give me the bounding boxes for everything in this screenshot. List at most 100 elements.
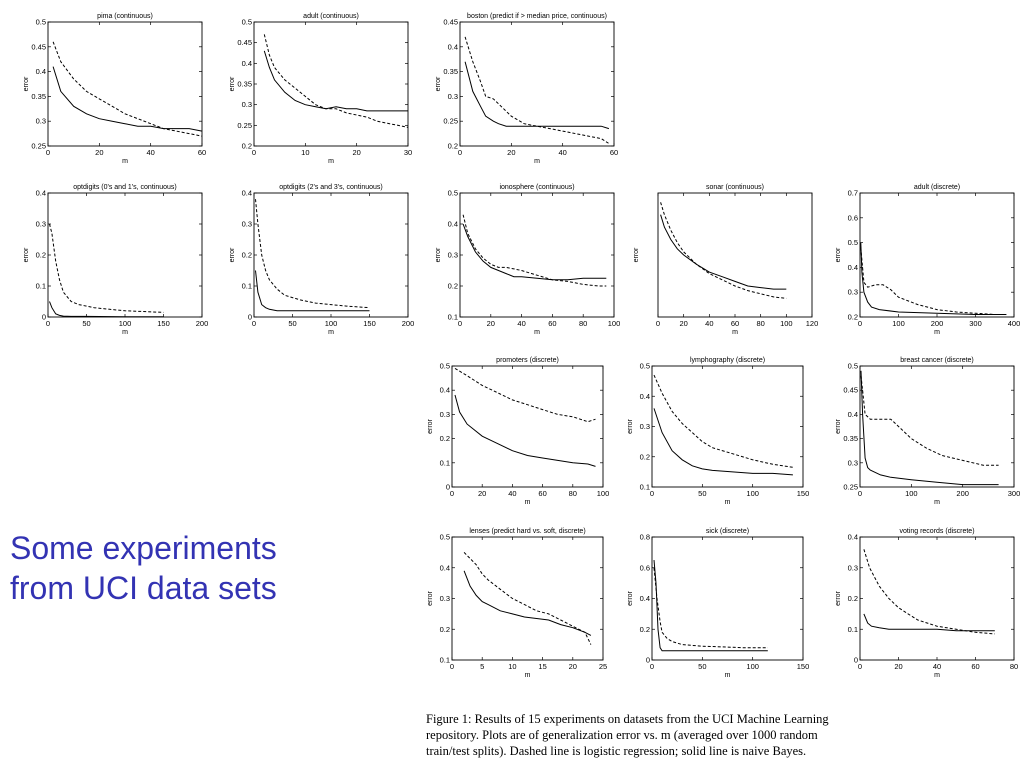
chart-panel: sonar (continuous) 0 20 40 60 80 100 120 m error — [633, 184, 818, 336]
solid-series-line — [462, 223, 607, 281]
x-tick-label: 60 — [548, 319, 556, 328]
solid-series-line — [263, 50, 408, 112]
y-tick-label: 0.2 — [448, 282, 458, 291]
x-tick-label: 200 — [931, 319, 944, 328]
y-tick-label: 0 — [248, 313, 252, 322]
y-tick-label: 0.1 — [640, 483, 650, 492]
plot-frame — [253, 21, 409, 147]
x-tick-label: 100 — [597, 489, 610, 498]
y-tick-label: 0.4 — [440, 563, 450, 572]
x-tick-label: 150 — [363, 319, 376, 328]
x-tick-label: 150 — [797, 489, 810, 498]
x-tick-label: 200 — [196, 319, 209, 328]
y-tick-label: 0.3 — [448, 92, 458, 101]
y-tick-label: 0.3 — [36, 220, 46, 229]
chart-title: sick (discrete) — [706, 528, 749, 535]
y-tick-label: 0.25 — [31, 142, 46, 151]
x-axis-label: m — [534, 158, 540, 165]
chart-panel: breast cancer (discrete) 0 100 200 300 0.25 0.… — [835, 357, 1020, 506]
chart-panel: ionosphere (continuous) 0 20 40 60 80 100 0.1 0.… — [435, 184, 620, 336]
chart-panel: voting records (discrete) 0 20 40 60 80 0 0.1 0.… — [835, 528, 1018, 679]
chart-title: sonar (continuous) — [706, 184, 764, 191]
y-tick-label: 0.5 — [848, 238, 858, 247]
y-tick-label: 0.1 — [848, 625, 858, 634]
chart-title: promoters (discrete) — [496, 357, 559, 364]
x-tick-label: 0 — [450, 489, 454, 498]
x-tick-label: 0 — [650, 662, 654, 671]
x-tick-label: 20 — [487, 319, 495, 328]
y-tick-label: 0.25 — [443, 117, 458, 126]
plot-frame — [459, 21, 615, 147]
solid-series-line — [463, 570, 592, 636]
y-tick-label: 0.3 — [242, 220, 252, 229]
y-tick-label: 0.2 — [242, 251, 252, 260]
y-tick-label: 0.3 — [440, 410, 450, 419]
x-axis-label: m — [934, 499, 940, 506]
solid-series-line — [860, 242, 1007, 315]
y-tick-label: 0.4 — [440, 386, 450, 395]
chart-title: voting records (discrete) — [899, 528, 974, 535]
y-tick-label: 0.3 — [640, 422, 650, 431]
chart-title: adult (discrete) — [914, 184, 960, 191]
y-axis-label: error — [229, 247, 236, 262]
dashed-series-line — [653, 567, 768, 649]
chart-title: lenses (predict hard vs. soft, discrete) — [469, 528, 585, 535]
chart-panel: sick (discrete) 0 50 100 150 0 0.2 0.4 0.6 0.8 m er… — [627, 528, 809, 679]
chart-panel: lymphography (discrete) 0 50 100 150 0.1 0.2 0.… — [627, 357, 809, 506]
chart-title: breast cancer (discrete) — [900, 357, 974, 364]
plot-frame — [451, 365, 604, 488]
x-tick-label: 400 — [1008, 319, 1021, 328]
x-tick-label: 0 — [656, 319, 660, 328]
x-axis-label: m — [725, 499, 731, 506]
chart-panel: optdigits (0's and 1's, continuous) 0 50 10… — [23, 184, 208, 336]
x-tick-label: 100 — [746, 489, 759, 498]
y-axis-label: error — [627, 590, 634, 605]
y-tick-label: 0.3 — [242, 100, 252, 109]
y-tick-label: 0.2 — [848, 594, 858, 603]
y-tick-label: 0.4 — [36, 67, 46, 76]
y-axis-label: error — [835, 590, 842, 605]
chart-panel: adult (continuous) 0 10 20 30 0.2 0.25 0.3 0.35 0… — [229, 13, 412, 165]
y-tick-label: 0.2 — [440, 625, 450, 634]
y-tick-label: 0.45 — [843, 386, 858, 395]
y-tick-label: 0.35 — [443, 67, 458, 76]
y-tick-label: 0.4 — [242, 189, 252, 198]
solid-series-line — [464, 61, 610, 130]
chart-title: adult (continuous) — [303, 13, 359, 20]
solid-series-line — [653, 408, 793, 476]
x-tick-label: 30 — [404, 148, 412, 157]
y-tick-label: 0.4 — [848, 410, 858, 419]
y-axis-label: error — [23, 76, 30, 91]
y-tick-label: 0.1 — [36, 282, 46, 291]
x-tick-label: 0 — [46, 319, 50, 328]
x-tick-label: 20 — [352, 148, 360, 157]
x-tick-label: 200 — [402, 319, 415, 328]
y-tick-label: 0.2 — [640, 452, 650, 461]
chart-panel: boston (predict if > median price, conti… — [435, 13, 618, 165]
dashed-series-line — [454, 367, 596, 423]
caption-line-2: repository. Plots are of generalization … — [426, 728, 818, 742]
x-tick-label: 20 — [478, 489, 486, 498]
plot-frame — [859, 192, 1015, 318]
x-tick-label: 60 — [731, 319, 739, 328]
chart-panel: lenses (predict hard vs. soft, discrete)… — [427, 528, 607, 679]
plot-frame — [253, 192, 409, 318]
solid-series-line — [860, 370, 999, 486]
y-tick-label: 0.3 — [440, 594, 450, 603]
x-tick-label: 5 — [480, 662, 484, 671]
x-tick-label: 100 — [746, 662, 759, 671]
caption-line-3: train/test splits). Dashed line is logis… — [426, 744, 807, 758]
y-tick-label: 0.5 — [242, 18, 252, 27]
x-tick-label: 120 — [806, 319, 819, 328]
x-tick-label: 60 — [610, 148, 618, 157]
x-axis-label: m — [934, 329, 940, 336]
y-tick-label: 0.1 — [242, 282, 252, 291]
y-tick-label: 0.3 — [36, 117, 46, 126]
x-tick-label: 300 — [969, 319, 982, 328]
y-tick-label: 0.2 — [848, 313, 858, 322]
x-axis-label: m — [525, 672, 531, 679]
y-tick-label: 0.4 — [448, 42, 458, 51]
x-tick-label: 50 — [698, 489, 706, 498]
x-axis-label: m — [328, 329, 334, 336]
